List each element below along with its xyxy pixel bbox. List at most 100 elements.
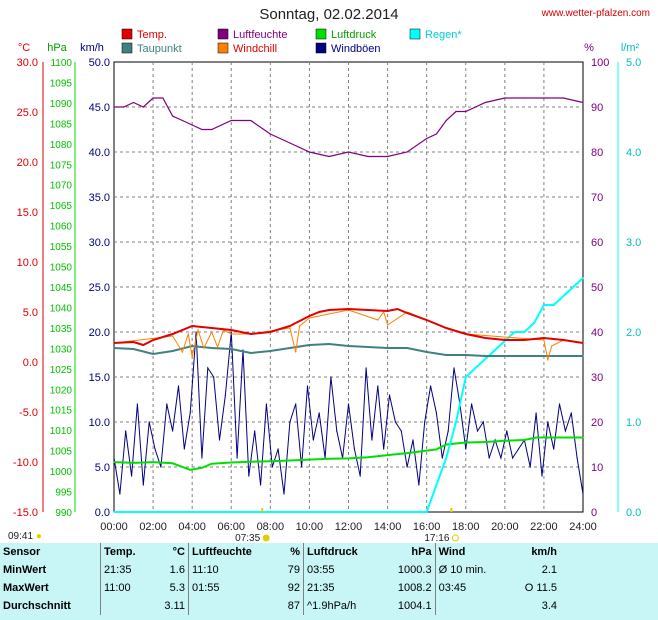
wind-unit: km/h xyxy=(80,42,104,54)
data-point xyxy=(201,128,203,131)
tick-label: 08:00 xyxy=(257,521,285,533)
tick-label: 60 xyxy=(591,237,603,249)
data-point xyxy=(289,327,291,329)
data-point xyxy=(189,469,191,471)
tick-label: 10:00 xyxy=(296,521,324,533)
legend-label: Regen* xyxy=(425,29,462,41)
legend-swatch xyxy=(121,28,133,40)
data-point xyxy=(426,351,428,353)
legend-swatch xyxy=(315,42,327,54)
tick-label: 25.0 xyxy=(17,107,38,119)
legend-label: Luftdruck xyxy=(331,29,377,41)
data-point xyxy=(406,312,408,314)
tick-label: 1090 xyxy=(50,99,73,110)
data-point xyxy=(336,430,338,432)
data-point xyxy=(562,295,565,297)
tick-label: 1100 xyxy=(50,58,72,69)
data-point xyxy=(295,403,297,405)
data-point xyxy=(543,436,545,439)
data-point xyxy=(250,119,252,122)
data-point xyxy=(224,394,226,396)
data-point xyxy=(484,358,486,360)
data-point xyxy=(308,459,311,461)
data-point xyxy=(367,309,369,311)
data-point xyxy=(230,329,232,331)
source-link[interactable]: www.wetter-pfalzen.com xyxy=(541,8,650,19)
tick-label: 1.0 xyxy=(626,417,641,429)
tick-label: 25.0 xyxy=(89,282,110,294)
data-point xyxy=(445,443,447,446)
data-point xyxy=(543,337,545,339)
data-point xyxy=(484,355,486,357)
data-point xyxy=(426,137,428,140)
data-point xyxy=(582,355,584,357)
data-point xyxy=(189,412,191,414)
data-point xyxy=(367,346,369,348)
tick-label: 06:00 xyxy=(217,521,245,533)
tick-label: 3.0 xyxy=(626,237,641,249)
data-point xyxy=(353,448,355,450)
data-point xyxy=(308,315,311,317)
data-point xyxy=(211,331,213,333)
data-point xyxy=(254,430,256,432)
tick-label: 20.0 xyxy=(89,327,110,339)
data-point xyxy=(152,97,154,99)
data-point xyxy=(195,331,197,333)
legend-swatch xyxy=(315,28,327,40)
data-point xyxy=(455,110,457,113)
data-point xyxy=(172,350,174,352)
tick-label: 1005 xyxy=(50,447,73,458)
tick-label: 1055 xyxy=(50,242,73,253)
chart-title: Sonntag, 02.02.2014 xyxy=(259,6,399,23)
data-point xyxy=(191,124,193,126)
data-point xyxy=(445,354,447,356)
cell: 03:55 xyxy=(302,561,381,579)
data-point xyxy=(582,493,584,495)
data-point xyxy=(130,475,133,477)
stats-table: Sensor Temp. °C Luftfeuchte % Luftdruck … xyxy=(0,543,658,620)
data-point xyxy=(529,466,531,468)
cell: 01:55 xyxy=(187,579,279,597)
data-point xyxy=(543,355,545,357)
data-point xyxy=(394,421,396,423)
cell: ^1.9hPa/h xyxy=(302,597,381,615)
tick-label: 0.0 xyxy=(23,357,38,369)
data-point xyxy=(330,376,332,378)
data-point xyxy=(181,119,183,122)
data-point xyxy=(504,355,506,357)
data-point xyxy=(132,348,135,350)
data-point xyxy=(517,448,520,450)
data-point xyxy=(570,412,572,414)
data-point xyxy=(551,345,553,347)
data-point xyxy=(484,337,486,339)
data-point xyxy=(418,484,420,486)
tick-label: 04:00 xyxy=(178,521,206,533)
data-point xyxy=(250,333,252,335)
data-point xyxy=(541,475,543,477)
cell: 3.11 xyxy=(164,600,185,612)
data-point xyxy=(504,339,506,341)
data-point xyxy=(453,367,455,369)
cell: 5.3 xyxy=(169,582,185,594)
tick-label: 30 xyxy=(591,372,603,384)
cell: 3.4 xyxy=(541,600,557,612)
cell: 1008.2 xyxy=(397,582,432,594)
header-temp-unit: °C xyxy=(172,546,185,558)
header-humidity-unit: % xyxy=(290,546,300,558)
legend-label: Luftfeuchte xyxy=(233,29,287,41)
data-point xyxy=(523,339,525,341)
data-point xyxy=(113,347,115,349)
data-point xyxy=(187,333,189,335)
tick-label: 1095 xyxy=(50,78,73,89)
cell: 1004.1 xyxy=(397,600,432,612)
legend-swatch xyxy=(217,28,229,40)
cell: 2.1 xyxy=(541,564,557,576)
tick-label: 02:00 xyxy=(139,521,167,533)
data-point xyxy=(269,460,271,462)
header-wind: Wind xyxy=(434,543,509,561)
data-point xyxy=(386,310,389,312)
cell: 03:45 xyxy=(434,579,509,597)
data-point xyxy=(132,341,135,343)
tick-label: 20.0 xyxy=(17,157,38,169)
data-point xyxy=(445,327,447,329)
